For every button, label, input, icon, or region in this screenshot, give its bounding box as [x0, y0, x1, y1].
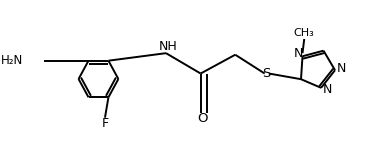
- Text: F: F: [101, 117, 109, 130]
- Text: N: N: [294, 47, 303, 60]
- Text: H₂N: H₂N: [0, 54, 23, 67]
- Text: S: S: [262, 67, 270, 80]
- Text: NH: NH: [158, 40, 177, 53]
- Text: N: N: [336, 62, 346, 75]
- Text: N: N: [323, 83, 332, 96]
- Text: O: O: [197, 112, 208, 125]
- Text: CH₃: CH₃: [294, 28, 315, 38]
